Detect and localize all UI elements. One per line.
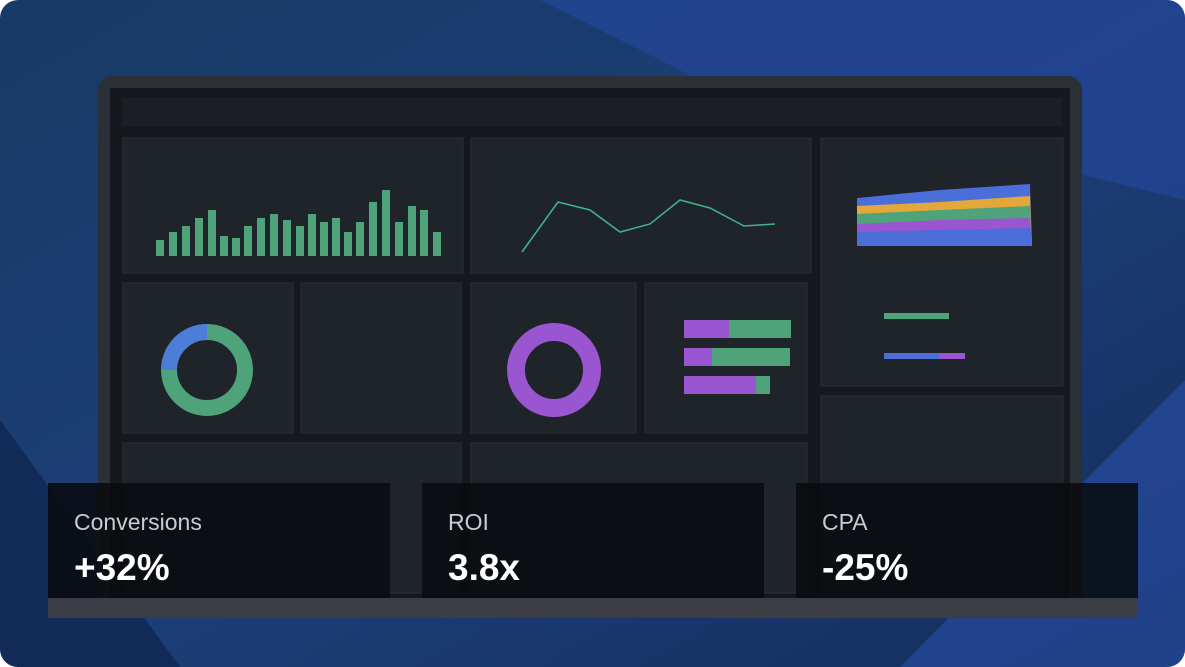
decorative-hbars <box>684 313 965 394</box>
stat-label: ROI <box>448 509 489 535</box>
decorative-donut <box>161 324 208 371</box>
stat-card: Conversions +32% <box>48 483 390 598</box>
decorative-bars <box>156 190 441 256</box>
decorative-line <box>521 199 776 253</box>
stat-label: Conversions <box>74 509 202 535</box>
laptop-base <box>48 598 1137 618</box>
dashboard-header <box>122 98 1062 126</box>
stat-value: 3.8x <box>448 547 521 588</box>
stat-value: +32% <box>74 547 170 588</box>
decorative-area <box>857 184 1032 246</box>
stat-value: -25% <box>822 547 909 588</box>
stat-card: CPA -25% <box>796 483 1138 598</box>
stat-card: ROI 3.8x <box>422 483 764 598</box>
stat-label: CPA <box>822 509 868 535</box>
decorative-donut <box>507 323 601 417</box>
